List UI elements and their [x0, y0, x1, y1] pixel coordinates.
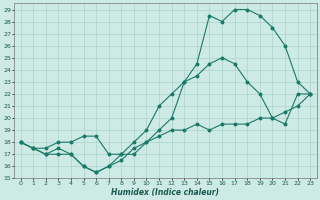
- X-axis label: Humidex (Indice chaleur): Humidex (Indice chaleur): [111, 188, 220, 197]
